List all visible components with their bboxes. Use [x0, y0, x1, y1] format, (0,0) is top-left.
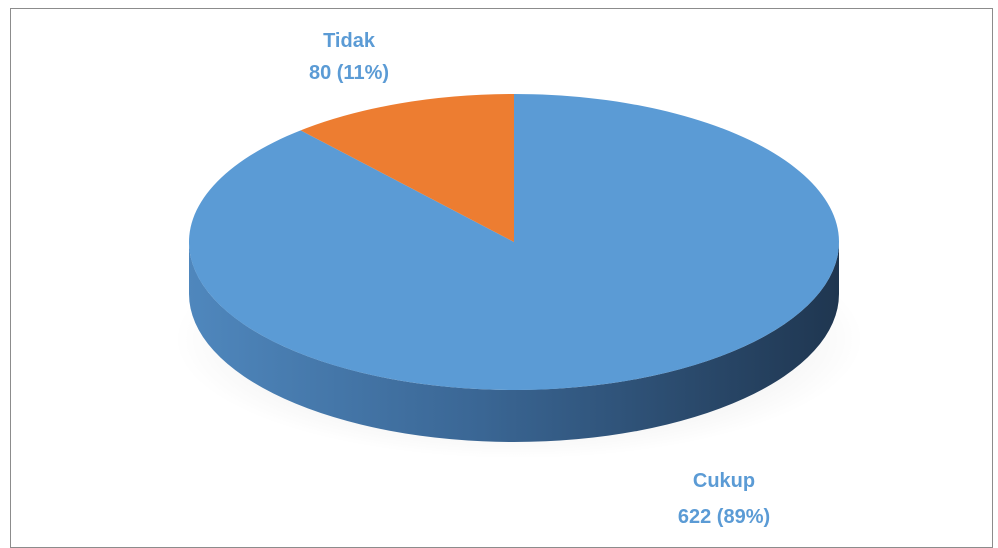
pie-slice-tidak — [300, 94, 514, 242]
data-label-tidak-value: 80 (11%) — [309, 62, 389, 84]
pie-tops — [188, 94, 840, 390]
data-label-cukup-value: 622 (89%) — [678, 506, 770, 528]
pie-sides — [189, 242, 839, 442]
pie-slice-cukup — [188, 94, 840, 390]
data-label-cukup-name: Cukup — [693, 470, 755, 492]
data-label-tidak-name: Tidak — [323, 30, 376, 52]
pie-chart: Cukup 622 (89%) Tidak 80 (11%) — [174, 30, 864, 528]
pie-labels: Cukup 622 (89%) Tidak 80 (11%) — [309, 30, 770, 528]
pie-side-cukup — [189, 242, 839, 442]
chart-frame: Cukup 622 (89%) Tidak 80 (11%) — [10, 8, 993, 548]
